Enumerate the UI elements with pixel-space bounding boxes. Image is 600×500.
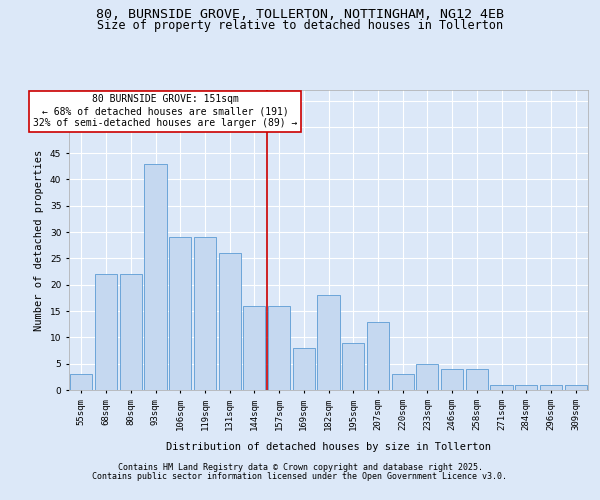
Bar (367, 322, 389, 390)
Text: Contains HM Land Registry data © Crown copyright and database right 2025.: Contains HM Land Registry data © Crown c… (118, 464, 482, 472)
Bar (95, 274, 117, 390)
Text: Distribution of detached houses by size in Tollerton: Distribution of detached houses by size … (166, 442, 491, 452)
Text: Size of property relative to detached houses in Tollerton: Size of property relative to detached ho… (97, 18, 503, 32)
Bar (490, 384, 512, 390)
Bar (342, 342, 364, 390)
Y-axis label: Number of detached properties: Number of detached properties (34, 150, 44, 330)
Bar (145, 164, 167, 390)
Bar (441, 369, 463, 390)
Bar (169, 238, 191, 390)
Bar (392, 374, 414, 390)
Bar (119, 274, 142, 390)
Bar (243, 306, 265, 390)
Text: Contains public sector information licensed under the Open Government Licence v3: Contains public sector information licen… (92, 472, 508, 481)
Bar (70, 374, 92, 390)
Text: 80, BURNSIDE GROVE, TOLLERTON, NOTTINGHAM, NG12 4EB: 80, BURNSIDE GROVE, TOLLERTON, NOTTINGHA… (96, 8, 504, 20)
Bar (416, 364, 439, 390)
Bar (317, 296, 340, 390)
Bar (466, 369, 488, 390)
Text: 80 BURNSIDE GROVE: 151sqm
← 68% of detached houses are smaller (191)
32% of semi: 80 BURNSIDE GROVE: 151sqm ← 68% of detac… (33, 94, 297, 128)
Bar (218, 253, 241, 390)
Bar (515, 384, 538, 390)
Bar (194, 238, 216, 390)
Bar (268, 306, 290, 390)
Bar (540, 384, 562, 390)
Bar (293, 348, 315, 390)
Bar (565, 384, 587, 390)
